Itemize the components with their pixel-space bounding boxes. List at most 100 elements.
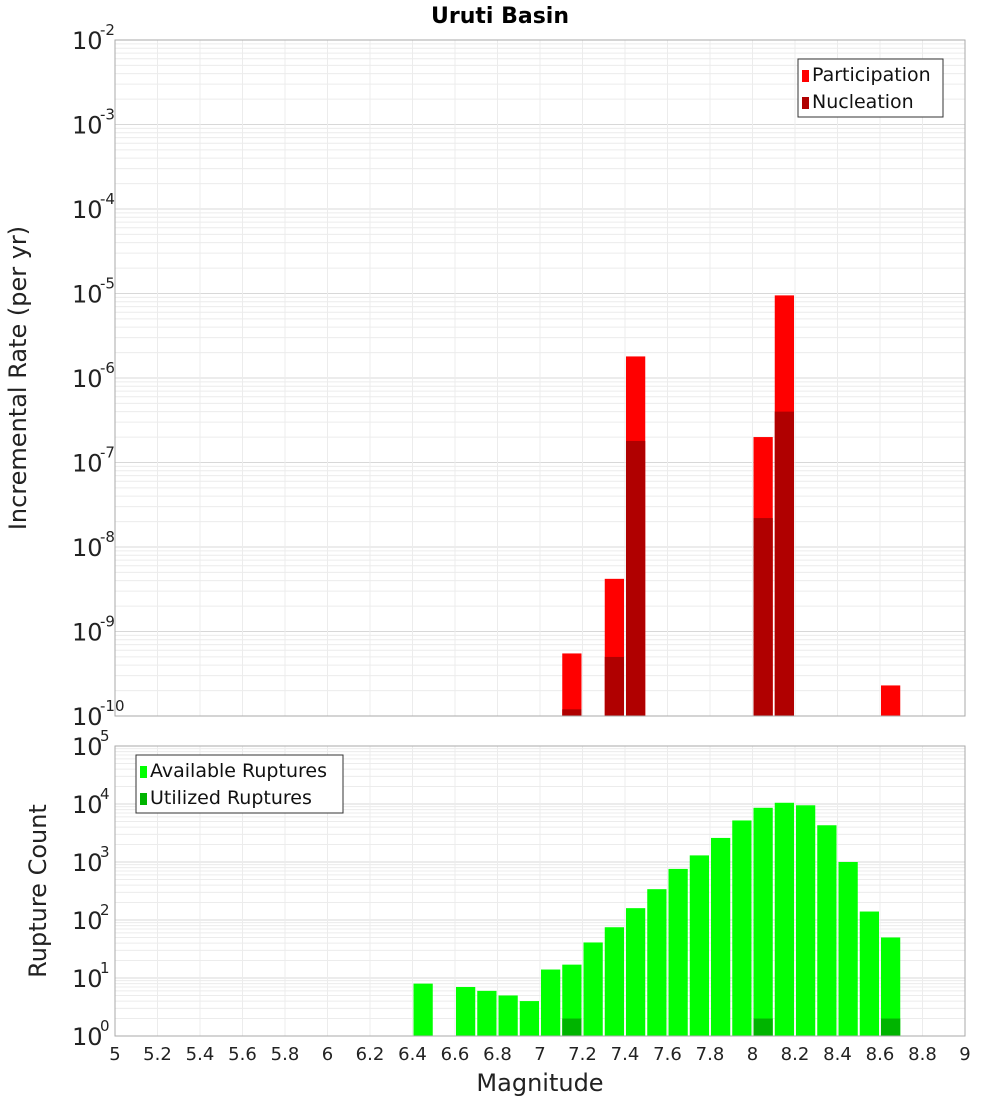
y-tick-label: 10-9 [72, 613, 115, 647]
y-tick-label: 10-2 [72, 21, 115, 55]
y-tick-exponent: 5 [100, 727, 110, 745]
y-tick-base: 10 [72, 703, 103, 731]
rate-bars [562, 295, 901, 716]
x-tick-label: 6.8 [483, 1044, 512, 1065]
bar-count [753, 807, 773, 1036]
y-tick-base: 10 [72, 534, 103, 562]
y-tick-exponent: 0 [100, 1017, 110, 1035]
legend-label: Nucleation [812, 91, 914, 113]
bar-count [711, 837, 731, 1036]
bar-count [477, 990, 497, 1036]
y-tick-base: 10 [72, 1023, 103, 1051]
bar-count [647, 889, 667, 1036]
y-tick-label: 10-6 [72, 359, 115, 393]
x-tick-label: 7.8 [696, 1044, 725, 1065]
count-bars [413, 802, 901, 1036]
bar-overlay-rate [753, 518, 773, 716]
count-legend: Available Ruptures Utilized Ruptures [135, 754, 344, 814]
legend-box [797, 58, 944, 118]
bar-count [498, 995, 518, 1036]
bar-count [859, 911, 879, 1036]
bar-count [413, 983, 433, 1036]
x-tick-label: 5.4 [186, 1044, 215, 1065]
y-tick-base: 10 [72, 907, 103, 935]
y-tick-exponent: 1 [100, 959, 110, 977]
bar-count [732, 820, 752, 1036]
y-tick-label: 10-7 [72, 444, 115, 478]
legend-box [135, 754, 344, 814]
count-plot-frame [114, 745, 966, 1037]
bar-overlay-rate [774, 411, 794, 716]
x-tick-label: 6.6 [441, 1044, 470, 1065]
bar-count [817, 825, 837, 1036]
y-tick-label: 105 [72, 727, 110, 761]
rate-gridlines [114, 40, 966, 717]
y-tick-base: 10 [72, 281, 103, 309]
bar-overlay-count [562, 1018, 582, 1036]
bar-overlay-count [881, 1018, 901, 1036]
y-tick-exponent: 3 [100, 843, 110, 861]
bar-rate [562, 653, 582, 716]
bar-count [519, 1001, 539, 1036]
bar-overlay-rate [626, 440, 646, 716]
x-tick-label: 7.4 [611, 1044, 640, 1065]
y-tick-exponent: -7 [100, 444, 115, 462]
y-tick-base: 10 [72, 112, 103, 140]
y-tick-exponent: -5 [100, 275, 115, 293]
bar-count [689, 855, 709, 1036]
x-tick-label: 8.8 [908, 1044, 937, 1065]
x-tick-label: 8.6 [866, 1044, 895, 1065]
y-tick-exponent: 4 [100, 785, 110, 803]
x-tick-label: 5 [109, 1044, 120, 1065]
x-tick-label: 8.2 [781, 1044, 810, 1065]
chart-title: Uruti Basin [431, 4, 569, 29]
legend-swatch [140, 766, 147, 778]
x-tick-label: 5.8 [271, 1044, 300, 1065]
bar-count [796, 805, 816, 1036]
legend-swatch [140, 793, 147, 805]
x-tick-label: 6 [322, 1044, 333, 1065]
y-tick-exponent: -3 [100, 106, 115, 124]
bar-count [774, 802, 794, 1036]
legend-label: Participation [812, 64, 931, 86]
y-tick-label: 10-4 [72, 190, 115, 224]
count-y-axis-label: Rupture Count [24, 804, 52, 978]
x-tick-label: 7 [534, 1044, 545, 1065]
x-axis-label: Magnitude [476, 1069, 603, 1097]
y-tick-label: 10-3 [72, 106, 115, 140]
y-tick-exponent: 2 [100, 901, 110, 919]
x-tick-label: 7.2 [568, 1044, 597, 1065]
y-tick-exponent: -10 [100, 697, 125, 715]
y-tick-exponent: -2 [100, 21, 115, 39]
y-tick-exponent: -4 [100, 190, 115, 208]
x-tick-label: 7.6 [653, 1044, 682, 1065]
bar-overlay-rate [604, 656, 624, 716]
bar-overlay-count [753, 1018, 773, 1036]
legend-swatch [802, 70, 809, 82]
x-tick-label: 6.4 [398, 1044, 427, 1065]
bar-rate [881, 685, 901, 716]
y-tick-label: 10-5 [72, 275, 115, 309]
y-tick-base: 10 [72, 849, 103, 877]
y-tick-label: 104 [72, 785, 110, 819]
x-tick-label: 9 [959, 1044, 970, 1065]
bar-count [604, 927, 624, 1036]
bar-overlay-rate [562, 709, 582, 716]
bar-count [668, 868, 688, 1036]
y-tick-label: 102 [72, 901, 110, 935]
x-axis-ticks: 5 5.2 5.4 5.6 5.8 6 6.2 6.4 6.6 6.8 7 7.2 7.4 7.6 7.8 8… [109, 1044, 970, 1065]
rate-y-axis-label: Incremental Rate (per yr) [4, 226, 32, 530]
y-tick-base: 10 [72, 196, 103, 224]
y-tick-exponent: -9 [100, 613, 115, 631]
y-tick-label: 10-10 [72, 697, 125, 731]
x-tick-label: 5.6 [228, 1044, 257, 1065]
y-tick-base: 10 [72, 965, 103, 993]
legend-label: Utilized Ruptures [150, 787, 312, 809]
y-tick-base: 10 [72, 733, 103, 761]
y-tick-label: 103 [72, 843, 110, 877]
